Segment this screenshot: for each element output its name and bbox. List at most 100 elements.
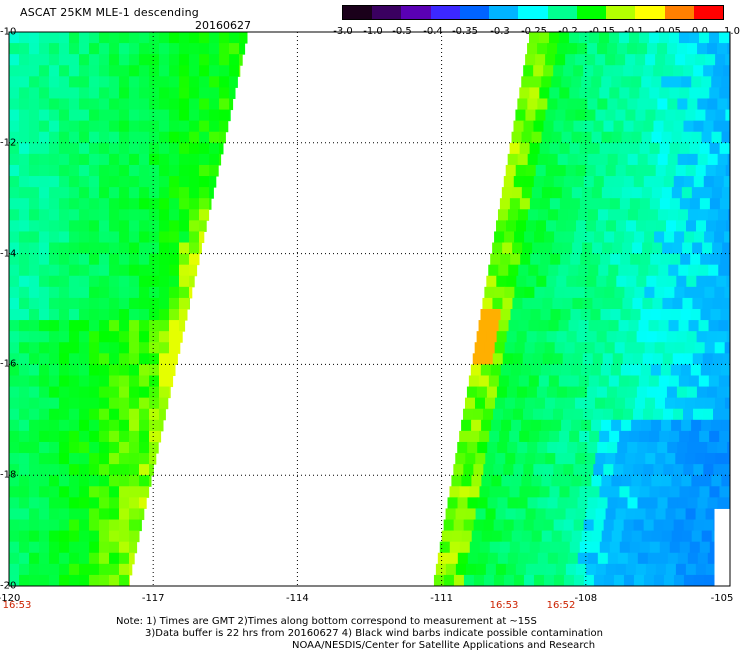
swath-cell bbox=[79, 408, 90, 421]
swath-cell bbox=[725, 54, 731, 66]
swath-cell bbox=[511, 475, 522, 487]
swath-cell bbox=[49, 453, 60, 465]
swath-cell bbox=[129, 253, 140, 266]
swath-cell bbox=[673, 120, 684, 133]
swath-cell bbox=[9, 331, 20, 343]
swath-cell bbox=[169, 198, 180, 210]
swath-cell bbox=[189, 198, 200, 210]
swath-cell bbox=[119, 253, 130, 266]
swath-cell bbox=[139, 43, 150, 55]
swath-cell bbox=[119, 76, 130, 88]
swath-cell bbox=[29, 563, 40, 576]
swath-cell bbox=[149, 120, 160, 133]
swath-cell bbox=[632, 242, 643, 255]
swath-cell bbox=[548, 375, 560, 388]
swath-cell bbox=[657, 98, 668, 111]
swath-cell bbox=[601, 187, 613, 199]
swath-cell bbox=[79, 231, 90, 244]
swath-cell bbox=[501, 419, 512, 432]
swath-cell bbox=[639, 87, 650, 99]
swath-cell bbox=[49, 43, 60, 55]
swath-cell bbox=[498, 375, 510, 388]
swath-cell bbox=[69, 530, 80, 543]
swath-cell bbox=[575, 109, 586, 122]
swath-cell bbox=[483, 574, 495, 587]
swath-cell bbox=[89, 164, 100, 177]
swath-cell bbox=[39, 519, 50, 532]
swath-cell bbox=[525, 563, 537, 576]
swath-cell bbox=[49, 430, 60, 443]
swath-cell bbox=[572, 297, 583, 310]
swath-cell bbox=[608, 264, 619, 277]
swath-cell bbox=[521, 187, 533, 199]
swath-cell bbox=[703, 120, 714, 133]
swath-cell bbox=[570, 364, 582, 376]
swath-cell bbox=[549, 142, 561, 155]
swath-cell bbox=[677, 441, 688, 454]
swath-cell bbox=[179, 286, 190, 299]
swath-cell bbox=[482, 297, 493, 310]
swath-cell bbox=[620, 309, 631, 321]
swath-cell bbox=[129, 397, 140, 410]
swath-cell bbox=[718, 375, 730, 388]
swath-cell bbox=[139, 220, 150, 232]
swath-cell bbox=[229, 54, 240, 66]
swath-cell bbox=[686, 275, 697, 288]
swath-cell bbox=[109, 76, 120, 88]
swath-cell bbox=[687, 441, 698, 454]
swath-cell bbox=[59, 475, 70, 487]
swath-cell bbox=[541, 475, 552, 487]
swath-cell bbox=[481, 419, 492, 432]
swath-cell bbox=[502, 353, 514, 365]
swath-cell bbox=[553, 519, 565, 532]
swath-cell bbox=[464, 397, 476, 410]
swath-cell bbox=[576, 331, 588, 343]
swath-cell bbox=[109, 131, 120, 144]
swath-cell bbox=[715, 54, 726, 66]
colorbar-segment bbox=[664, 6, 694, 19]
swath-cell bbox=[657, 153, 669, 166]
swath-cell bbox=[149, 176, 160, 188]
swath-cell bbox=[49, 342, 60, 354]
swath-cell bbox=[654, 342, 666, 354]
swath-cell bbox=[49, 297, 60, 310]
swath-cell bbox=[622, 242, 633, 255]
swath-cell bbox=[679, 142, 691, 155]
swath-cell bbox=[724, 231, 731, 244]
swath-cell bbox=[99, 486, 110, 498]
swath-cell bbox=[89, 320, 100, 332]
swath-cell bbox=[671, 131, 683, 144]
swath-cell bbox=[519, 198, 531, 210]
swath-cell bbox=[621, 187, 633, 199]
swath-cell bbox=[573, 65, 584, 77]
swath-cell bbox=[613, 65, 624, 77]
swath-cell bbox=[704, 231, 715, 244]
swath-cell bbox=[625, 563, 637, 576]
swath-cell bbox=[562, 353, 574, 365]
swath-cell bbox=[597, 98, 608, 111]
swath-cell bbox=[19, 253, 30, 266]
swath-cell bbox=[647, 441, 658, 454]
swath-cell bbox=[709, 198, 721, 210]
swath-cell bbox=[663, 519, 675, 532]
swath-cell bbox=[59, 541, 70, 554]
swath-cell bbox=[665, 453, 676, 465]
swath-cell bbox=[229, 65, 240, 77]
swath-cell bbox=[129, 54, 140, 66]
swath-cell bbox=[618, 264, 629, 277]
swath-cell bbox=[461, 475, 472, 487]
swath-cell bbox=[505, 164, 517, 177]
longitude-label: -111 bbox=[430, 593, 453, 604]
swath-cell bbox=[49, 187, 60, 199]
swath-cell bbox=[627, 43, 638, 55]
swath-cell bbox=[717, 497, 729, 509]
swath-cell bbox=[647, 497, 659, 509]
swath-cell bbox=[543, 176, 555, 188]
swath-cell bbox=[560, 364, 572, 376]
swath-cell bbox=[587, 497, 599, 509]
swath-cell bbox=[623, 120, 634, 133]
swath-cell bbox=[585, 508, 597, 521]
swath-cell bbox=[604, 397, 616, 410]
colorbar-segment bbox=[489, 6, 519, 19]
swath-cell bbox=[209, 198, 212, 210]
